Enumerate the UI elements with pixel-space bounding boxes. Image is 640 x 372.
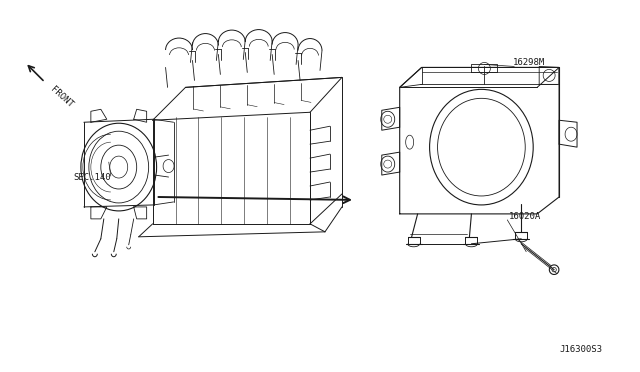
Text: SEC.140: SEC.140	[73, 173, 111, 182]
Text: 16020A: 16020A	[509, 212, 541, 221]
Text: FRONT: FRONT	[49, 84, 75, 109]
Text: 16298M: 16298M	[513, 58, 545, 67]
Text: J16300S3: J16300S3	[559, 345, 602, 354]
